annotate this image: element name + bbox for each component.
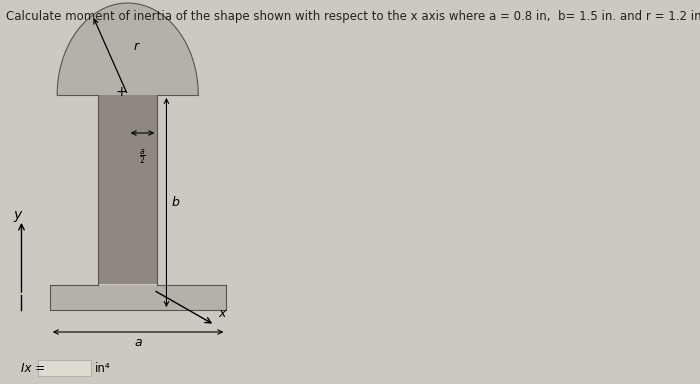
- Text: Ix =: Ix =: [22, 362, 46, 376]
- Bar: [98, 95, 158, 284]
- Text: y: y: [13, 208, 22, 222]
- Text: +: +: [116, 85, 127, 99]
- Bar: [50, 285, 226, 310]
- Text: in⁴: in⁴: [95, 362, 111, 376]
- Text: a: a: [134, 336, 142, 349]
- Bar: [38, 360, 90, 376]
- Text: $\frac{a}{2}$: $\frac{a}{2}$: [139, 147, 146, 166]
- Text: x: x: [218, 307, 225, 320]
- Text: b: b: [172, 195, 180, 209]
- Polygon shape: [57, 3, 198, 95]
- Text: Calculate moment of inertia of the shape shown with respect to the x axis where : Calculate moment of inertia of the shape…: [6, 10, 700, 23]
- Text: r: r: [134, 40, 139, 53]
